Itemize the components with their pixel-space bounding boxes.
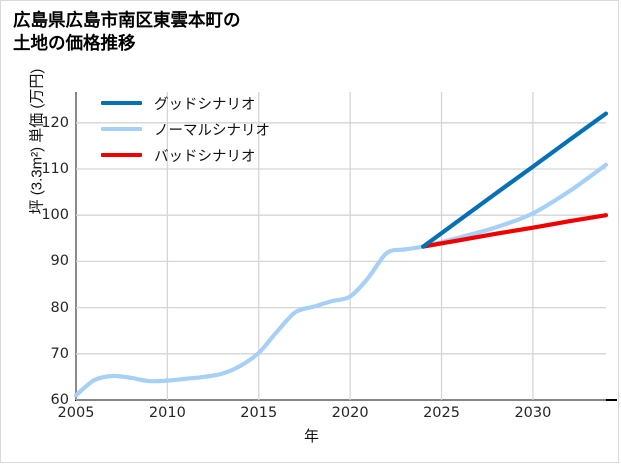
series-line-good	[421, 111, 609, 249]
legend-swatch-icon	[101, 152, 142, 158]
y-tick-label: 90	[50, 253, 69, 270]
x-tick-label: 2015	[240, 405, 278, 421]
legend-swatch-icon	[101, 100, 142, 106]
x-tick-label: 2025	[423, 405, 460, 421]
legend-item[interactable]: グッドシナリオ	[101, 90, 331, 116]
x-axis-label: 年	[303, 428, 319, 445]
x-tick-label: 2020	[331, 405, 369, 421]
y-tick-label: 110	[41, 160, 69, 177]
y-tick-label: 100	[41, 207, 69, 224]
y-tick-label: 120	[41, 114, 69, 131]
legend-item[interactable]: バッドシナリオ	[101, 142, 331, 168]
legend-item-label: グッドシナリオ	[154, 96, 256, 113]
y-tick-label: 60	[50, 392, 69, 408]
vertical-gridlines	[75, 92, 534, 400]
horizontal-gridlines	[76, 122, 606, 401]
series-line-normal	[73, 162, 609, 398]
y-tick-label: 80	[50, 299, 69, 316]
y-axis-ticks: 120 110 100 90 80 70 60	[27, 102, 69, 408]
legend-item-label: ノーマルシナリオ	[154, 122, 270, 139]
y-axis-label: 坪 (3.3m²) 単価 (万円)	[28, 68, 46, 215]
legend-swatch-icon	[101, 126, 142, 132]
x-axis-ticks: 2005 2010 2015 2020 2025 2030	[58, 405, 606, 425]
series-line-bad	[421, 213, 609, 249]
x-tick-label: 2030	[514, 405, 552, 421]
page-title: 広島県広島市南区東雲本町の 土地の価格推移	[13, 10, 241, 54]
y-tick-label: 70	[50, 345, 69, 362]
x-tick-label: 2010	[148, 405, 186, 421]
plot-area	[73, 92, 617, 401]
x-tick-label: 2005	[57, 405, 95, 421]
legend-item-label: バッドシナリオ	[154, 148, 256, 165]
legend-item[interactable]: ノーマルシナリオ	[101, 116, 331, 142]
plot-svg	[73, 92, 609, 401]
chart-legend: グッドシナリオ ノーマルシナリオ バッドシナリオ	[101, 90, 331, 168]
